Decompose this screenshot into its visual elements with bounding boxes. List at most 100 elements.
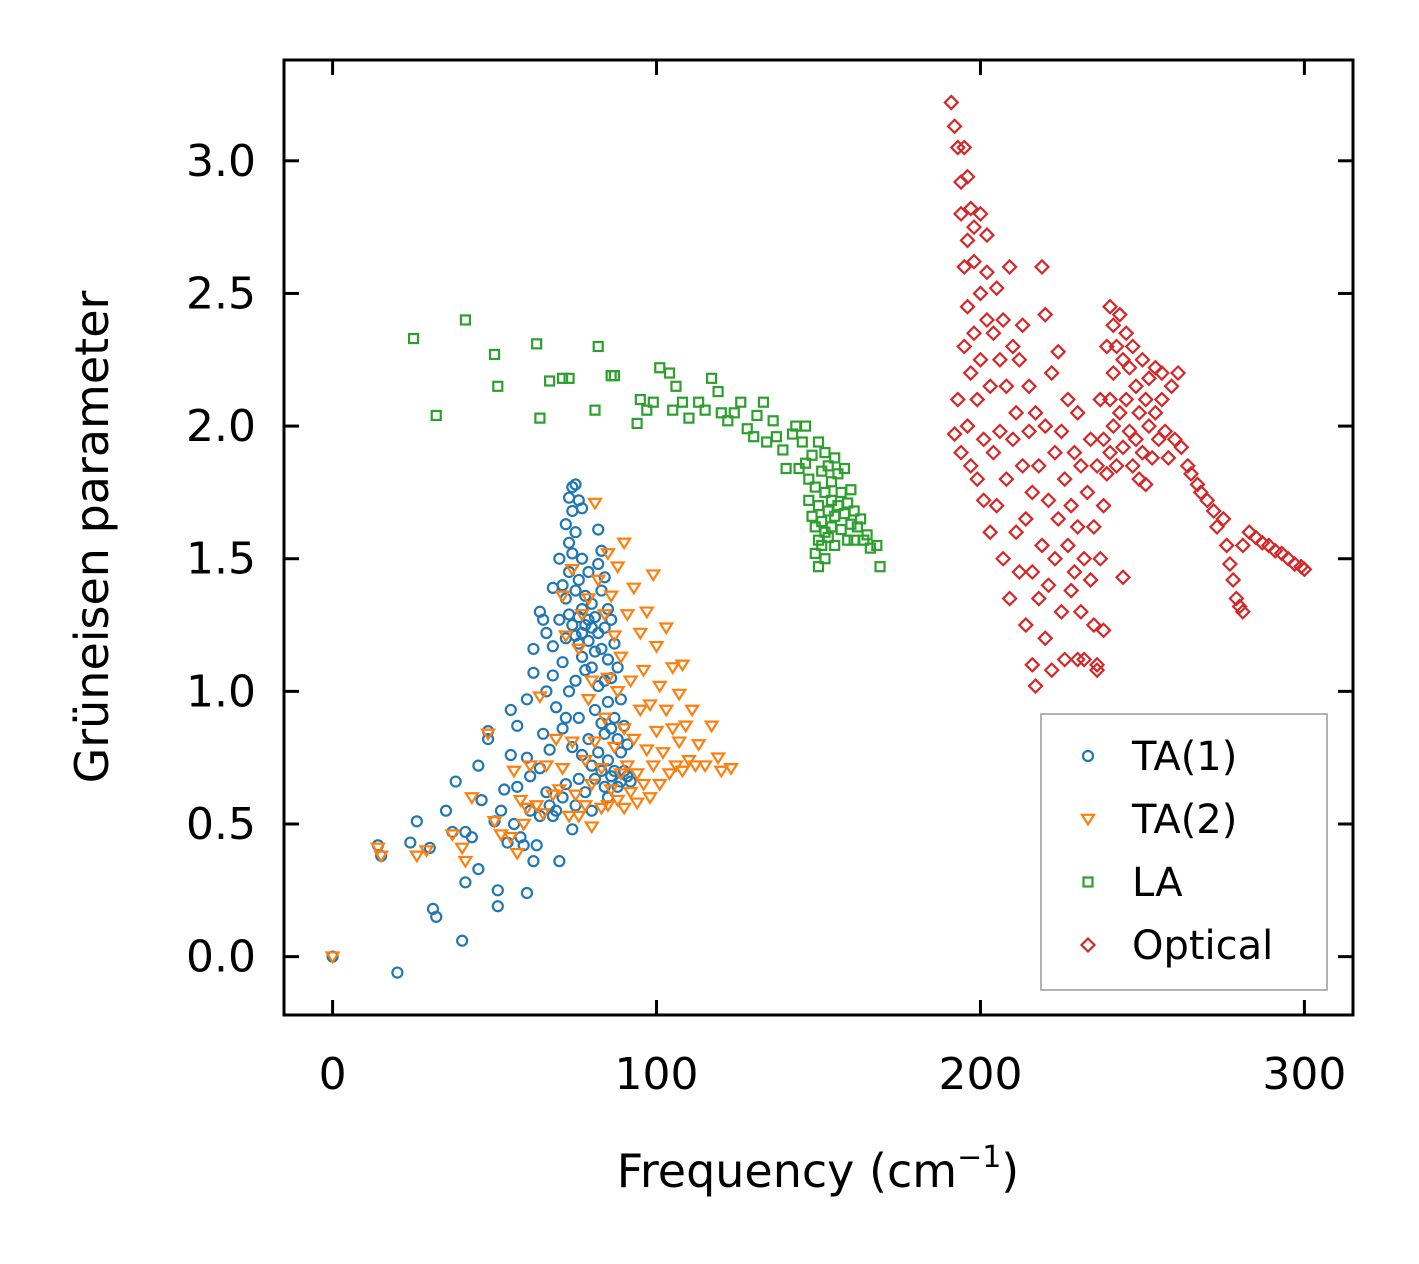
data-point bbox=[1101, 391, 1119, 408]
data-point bbox=[965, 325, 983, 342]
data-point bbox=[608, 637, 621, 650]
data-point bbox=[1205, 502, 1222, 520]
data-point bbox=[995, 550, 1012, 567]
data-point bbox=[1014, 317, 1031, 334]
data-point bbox=[819, 447, 831, 459]
data-point bbox=[1225, 571, 1242, 589]
data-point bbox=[1134, 444, 1151, 461]
legend-label: TA(2) bbox=[1131, 797, 1237, 843]
data-point bbox=[493, 829, 510, 843]
data-point bbox=[978, 264, 996, 281]
data-point bbox=[562, 685, 576, 698]
data-point bbox=[978, 311, 996, 329]
data-point bbox=[556, 656, 569, 669]
data-point bbox=[1089, 457, 1106, 474]
data-point bbox=[614, 746, 627, 759]
data-point bbox=[1076, 651, 1093, 668]
data-point bbox=[1069, 518, 1086, 535]
data-point bbox=[616, 723, 633, 736]
data-point bbox=[819, 486, 831, 499]
data-point bbox=[439, 804, 453, 817]
data-point bbox=[1017, 510, 1034, 527]
plot-frame bbox=[282, 58, 1355, 1017]
data-point bbox=[592, 557, 605, 571]
data-point bbox=[1059, 391, 1076, 408]
data-point bbox=[1182, 465, 1200, 482]
data-point bbox=[582, 565, 595, 579]
data-point bbox=[609, 794, 626, 808]
data-point bbox=[1140, 418, 1157, 435]
data-point bbox=[1098, 465, 1115, 482]
data-point bbox=[609, 686, 626, 699]
data-point bbox=[498, 783, 511, 796]
data-point bbox=[1118, 391, 1135, 408]
data-point bbox=[703, 720, 720, 734]
data-point bbox=[551, 784, 568, 797]
data-point bbox=[556, 791, 569, 804]
data-point bbox=[855, 513, 867, 525]
data-point bbox=[569, 526, 582, 539]
data-point bbox=[561, 810, 578, 824]
data-point bbox=[559, 778, 572, 791]
data-point bbox=[1076, 550, 1093, 567]
data-point bbox=[580, 593, 597, 606]
data-point bbox=[988, 280, 1005, 297]
data-point bbox=[975, 492, 992, 509]
data-point bbox=[651, 680, 668, 694]
data-point bbox=[511, 719, 524, 732]
data-point bbox=[391, 966, 404, 979]
data-point bbox=[1008, 404, 1025, 421]
data-point bbox=[575, 603, 589, 616]
data-point bbox=[575, 502, 589, 515]
data-point bbox=[634, 393, 646, 406]
legend-label: TA(1) bbox=[1131, 734, 1237, 780]
data-point bbox=[559, 711, 572, 724]
data-point bbox=[1189, 476, 1206, 493]
data-point bbox=[946, 425, 963, 443]
data-point bbox=[874, 561, 886, 573]
data-point bbox=[761, 436, 773, 448]
data-point bbox=[1040, 492, 1057, 509]
data-point bbox=[1095, 497, 1112, 514]
data-point bbox=[1046, 550, 1064, 567]
data-point bbox=[579, 664, 592, 677]
data-point bbox=[806, 510, 818, 522]
data-point bbox=[822, 460, 834, 472]
data-point bbox=[554, 590, 571, 604]
legend-label: LA bbox=[1132, 860, 1183, 906]
data-point bbox=[572, 711, 585, 724]
data-point bbox=[861, 529, 873, 541]
data-point bbox=[586, 736, 603, 750]
data-point bbox=[651, 778, 668, 792]
data-point bbox=[965, 219, 983, 236]
data-point bbox=[621, 738, 634, 751]
data-point bbox=[690, 739, 707, 752]
y-tick-label: 0.5 bbox=[186, 799, 256, 850]
data-point bbox=[537, 613, 550, 626]
data-point bbox=[430, 409, 442, 422]
data-point bbox=[611, 661, 624, 674]
data-point bbox=[658, 704, 675, 718]
data-point bbox=[592, 340, 604, 353]
data-point bbox=[1072, 457, 1089, 474]
data-point bbox=[579, 589, 592, 602]
data-point bbox=[812, 436, 825, 448]
data-point bbox=[1043, 662, 1060, 679]
data-point bbox=[534, 412, 546, 424]
data-point bbox=[767, 415, 779, 427]
data-point bbox=[543, 743, 556, 756]
data-point bbox=[985, 444, 1002, 461]
data-point bbox=[812, 500, 825, 512]
data-point bbox=[595, 642, 608, 656]
data-point bbox=[962, 200, 979, 217]
series-ta-2 bbox=[324, 497, 740, 965]
data-point bbox=[1050, 343, 1067, 360]
data-point bbox=[619, 760, 636, 774]
data-point bbox=[956, 338, 973, 355]
data-point bbox=[598, 621, 611, 634]
y-tick-label: 3.0 bbox=[186, 136, 256, 187]
data-point bbox=[612, 651, 629, 665]
legend-entry: LA bbox=[1082, 860, 1183, 906]
y-axis-title: Grüneisen parameter bbox=[65, 290, 119, 783]
data-point bbox=[494, 804, 508, 817]
